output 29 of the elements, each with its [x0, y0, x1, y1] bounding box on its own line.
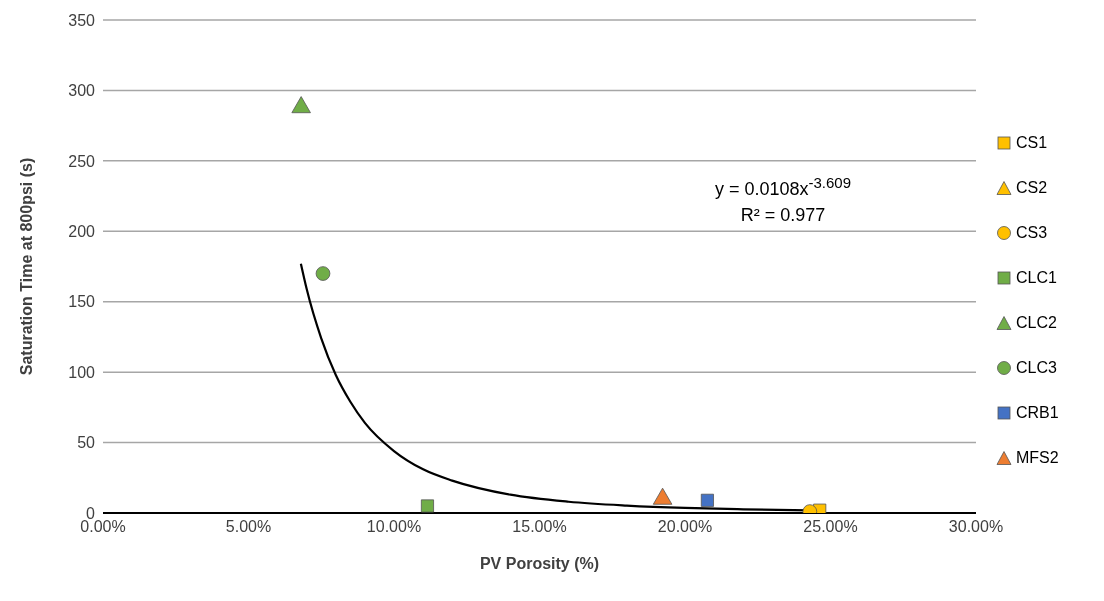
legend-label: CLC1: [1016, 269, 1057, 287]
legend-label: CRB1: [1016, 404, 1059, 422]
x-tick-label: 15.00%: [512, 518, 567, 536]
point: [291, 96, 311, 114]
point: [652, 487, 673, 505]
x-tick-label: 10.00%: [366, 518, 422, 536]
legend-label: CLC3: [1016, 359, 1057, 377]
y-tick-label: 150: [68, 293, 96, 311]
x-tick-label: 25.00%: [803, 518, 858, 536]
y-tick-label: 250: [68, 152, 96, 170]
x-tick-label: 20.00%: [657, 518, 713, 536]
legend-label: CS2: [1016, 179, 1048, 197]
legend-label: CLC2: [1016, 314, 1057, 332]
legend-label: CS3: [1016, 224, 1048, 242]
x-tick-label: 0.00%: [80, 518, 126, 536]
annotation: y = 0.0108x$^{-3.609}$: [713, 173, 853, 201]
x-tick-label: 5.00%: [225, 518, 272, 536]
point: [700, 493, 714, 507]
y-tick-label: 100: [68, 363, 96, 381]
y-tick-label: 350: [68, 11, 96, 29]
x-tick-label: 30.00%: [948, 518, 1004, 536]
legend-label: MFS2: [1016, 449, 1059, 467]
y-tick-label: 50: [77, 434, 96, 452]
y-tick-label: 200: [68, 222, 96, 240]
x-axis-title: PV Porosity (%): [479, 555, 600, 572]
legend-label: CS1: [1016, 134, 1048, 152]
y-tick-label: 300: [68, 82, 96, 100]
y-axis-title: Saturation Time at 800psi (s): [17, 157, 35, 376]
annotation: R² = 0.977: [739, 204, 827, 227]
